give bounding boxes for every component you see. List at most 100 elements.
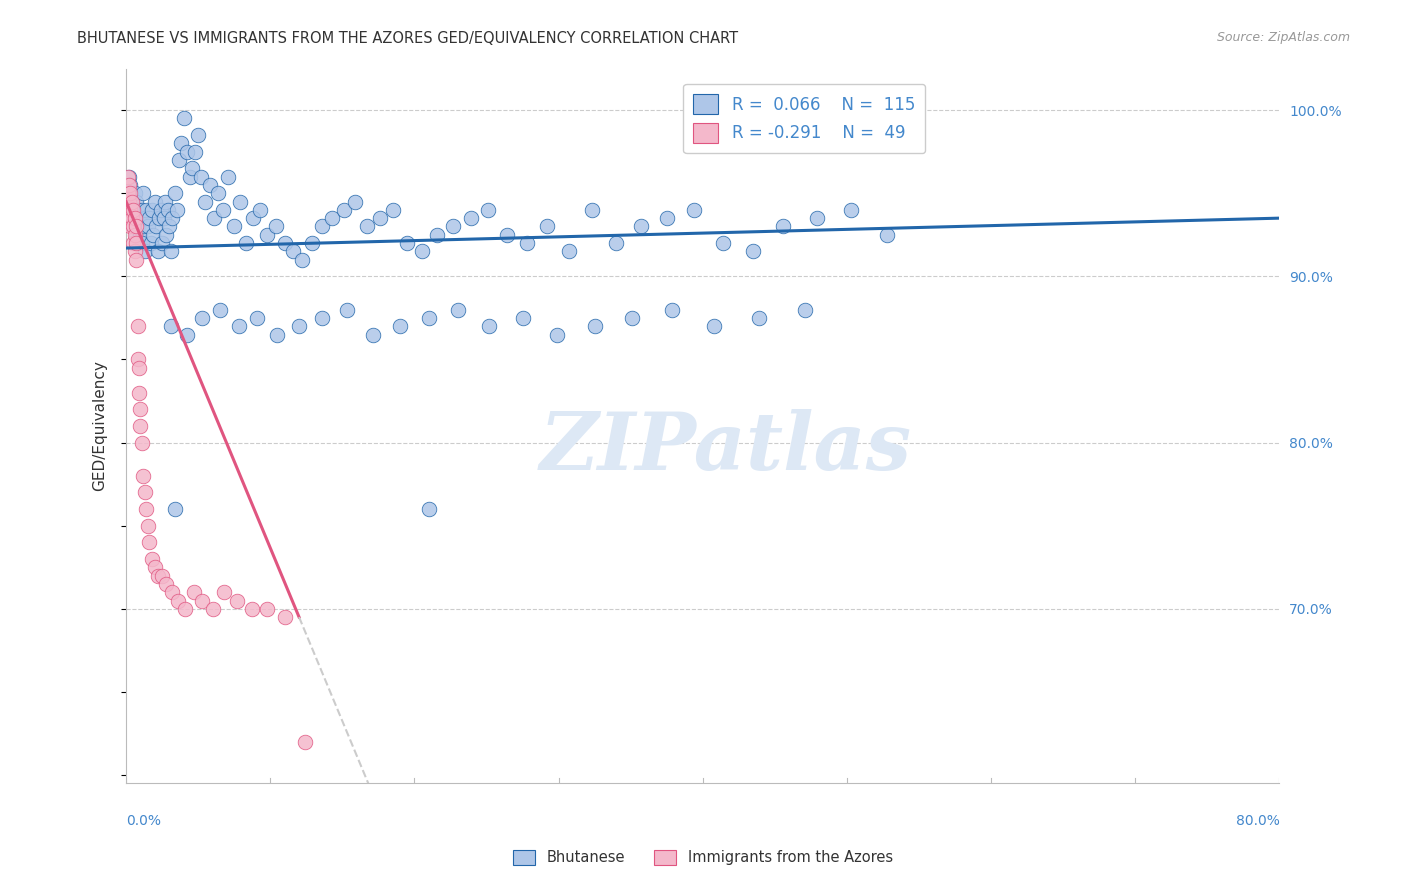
Point <box>121 194 143 209</box>
Point <box>301 236 323 251</box>
Point <box>256 227 278 242</box>
Point <box>333 202 356 217</box>
Point <box>120 186 142 201</box>
Point <box>224 219 246 234</box>
Point <box>141 202 163 217</box>
Point <box>117 186 139 201</box>
Point <box>125 227 148 242</box>
Point <box>748 310 770 325</box>
Point <box>181 161 204 176</box>
Point <box>131 202 153 217</box>
Point <box>118 211 141 226</box>
Point <box>441 219 464 234</box>
Point <box>122 236 145 251</box>
Point <box>134 244 156 259</box>
Point <box>240 602 263 616</box>
Point <box>794 302 817 317</box>
Point <box>321 211 343 226</box>
Point <box>155 577 177 591</box>
Point <box>129 419 152 434</box>
Point <box>190 169 212 184</box>
Point <box>169 153 191 167</box>
Point <box>150 568 173 582</box>
Point <box>141 552 163 566</box>
Point <box>120 178 142 192</box>
Point <box>311 310 333 325</box>
Point <box>683 202 706 217</box>
Point <box>124 186 146 201</box>
Point <box>129 227 152 242</box>
Point <box>207 186 229 201</box>
Point <box>132 219 155 234</box>
Point <box>242 211 264 226</box>
Point <box>120 202 142 217</box>
Point <box>132 186 155 201</box>
Point <box>143 560 166 574</box>
Point <box>581 202 603 217</box>
Point <box>396 236 419 251</box>
Point <box>155 227 177 242</box>
Point <box>150 236 173 251</box>
Point <box>127 319 149 334</box>
Point <box>621 310 644 325</box>
Point <box>149 202 172 217</box>
Point <box>118 194 141 209</box>
Point <box>160 211 183 226</box>
Point <box>742 244 765 259</box>
Point <box>288 319 311 334</box>
Point <box>202 211 225 226</box>
Point <box>124 227 146 242</box>
Point <box>125 252 148 267</box>
Point <box>152 211 174 226</box>
Point <box>426 227 449 242</box>
Point <box>122 219 145 234</box>
Point <box>191 593 214 607</box>
Point <box>132 468 155 483</box>
Point <box>191 310 214 325</box>
Point <box>165 502 187 516</box>
Point <box>138 211 160 226</box>
Point <box>291 252 314 267</box>
Point <box>229 194 252 209</box>
Point <box>128 385 150 400</box>
Point <box>167 593 190 607</box>
Point <box>160 585 183 599</box>
Point <box>411 244 433 259</box>
Point <box>226 593 249 607</box>
Point <box>361 327 384 342</box>
Point <box>772 219 794 234</box>
Point <box>495 227 517 242</box>
Point <box>212 585 235 599</box>
Point <box>246 310 269 325</box>
Point <box>266 327 288 342</box>
Point <box>876 227 898 242</box>
Point <box>165 186 187 201</box>
Point <box>336 302 359 317</box>
Point <box>273 236 295 251</box>
Point <box>134 211 156 226</box>
Point <box>146 568 169 582</box>
Text: ZIPatlas: ZIPatlas <box>540 409 912 486</box>
Point <box>477 202 499 217</box>
Point <box>122 202 145 217</box>
Point <box>139 236 162 251</box>
Point <box>136 219 159 234</box>
Point <box>583 319 606 334</box>
Point <box>121 202 143 217</box>
Point <box>122 219 145 234</box>
Y-axis label: GED/Equivalency: GED/Equivalency <box>93 360 107 491</box>
Point <box>516 236 538 251</box>
Point <box>174 602 197 616</box>
Point <box>131 236 153 251</box>
Point <box>128 360 150 375</box>
Point <box>217 169 239 184</box>
Point <box>201 602 224 616</box>
Point <box>194 194 217 209</box>
Point <box>124 211 146 226</box>
Text: BHUTANESE VS IMMIGRANTS FROM THE AZORES GED/EQUIVALENCY CORRELATION CHART: BHUTANESE VS IMMIGRANTS FROM THE AZORES … <box>77 31 738 46</box>
Point <box>311 219 333 234</box>
Text: 80.0%: 80.0% <box>1236 814 1279 828</box>
Point <box>381 202 404 217</box>
Point <box>148 211 170 226</box>
Point <box>128 211 150 226</box>
